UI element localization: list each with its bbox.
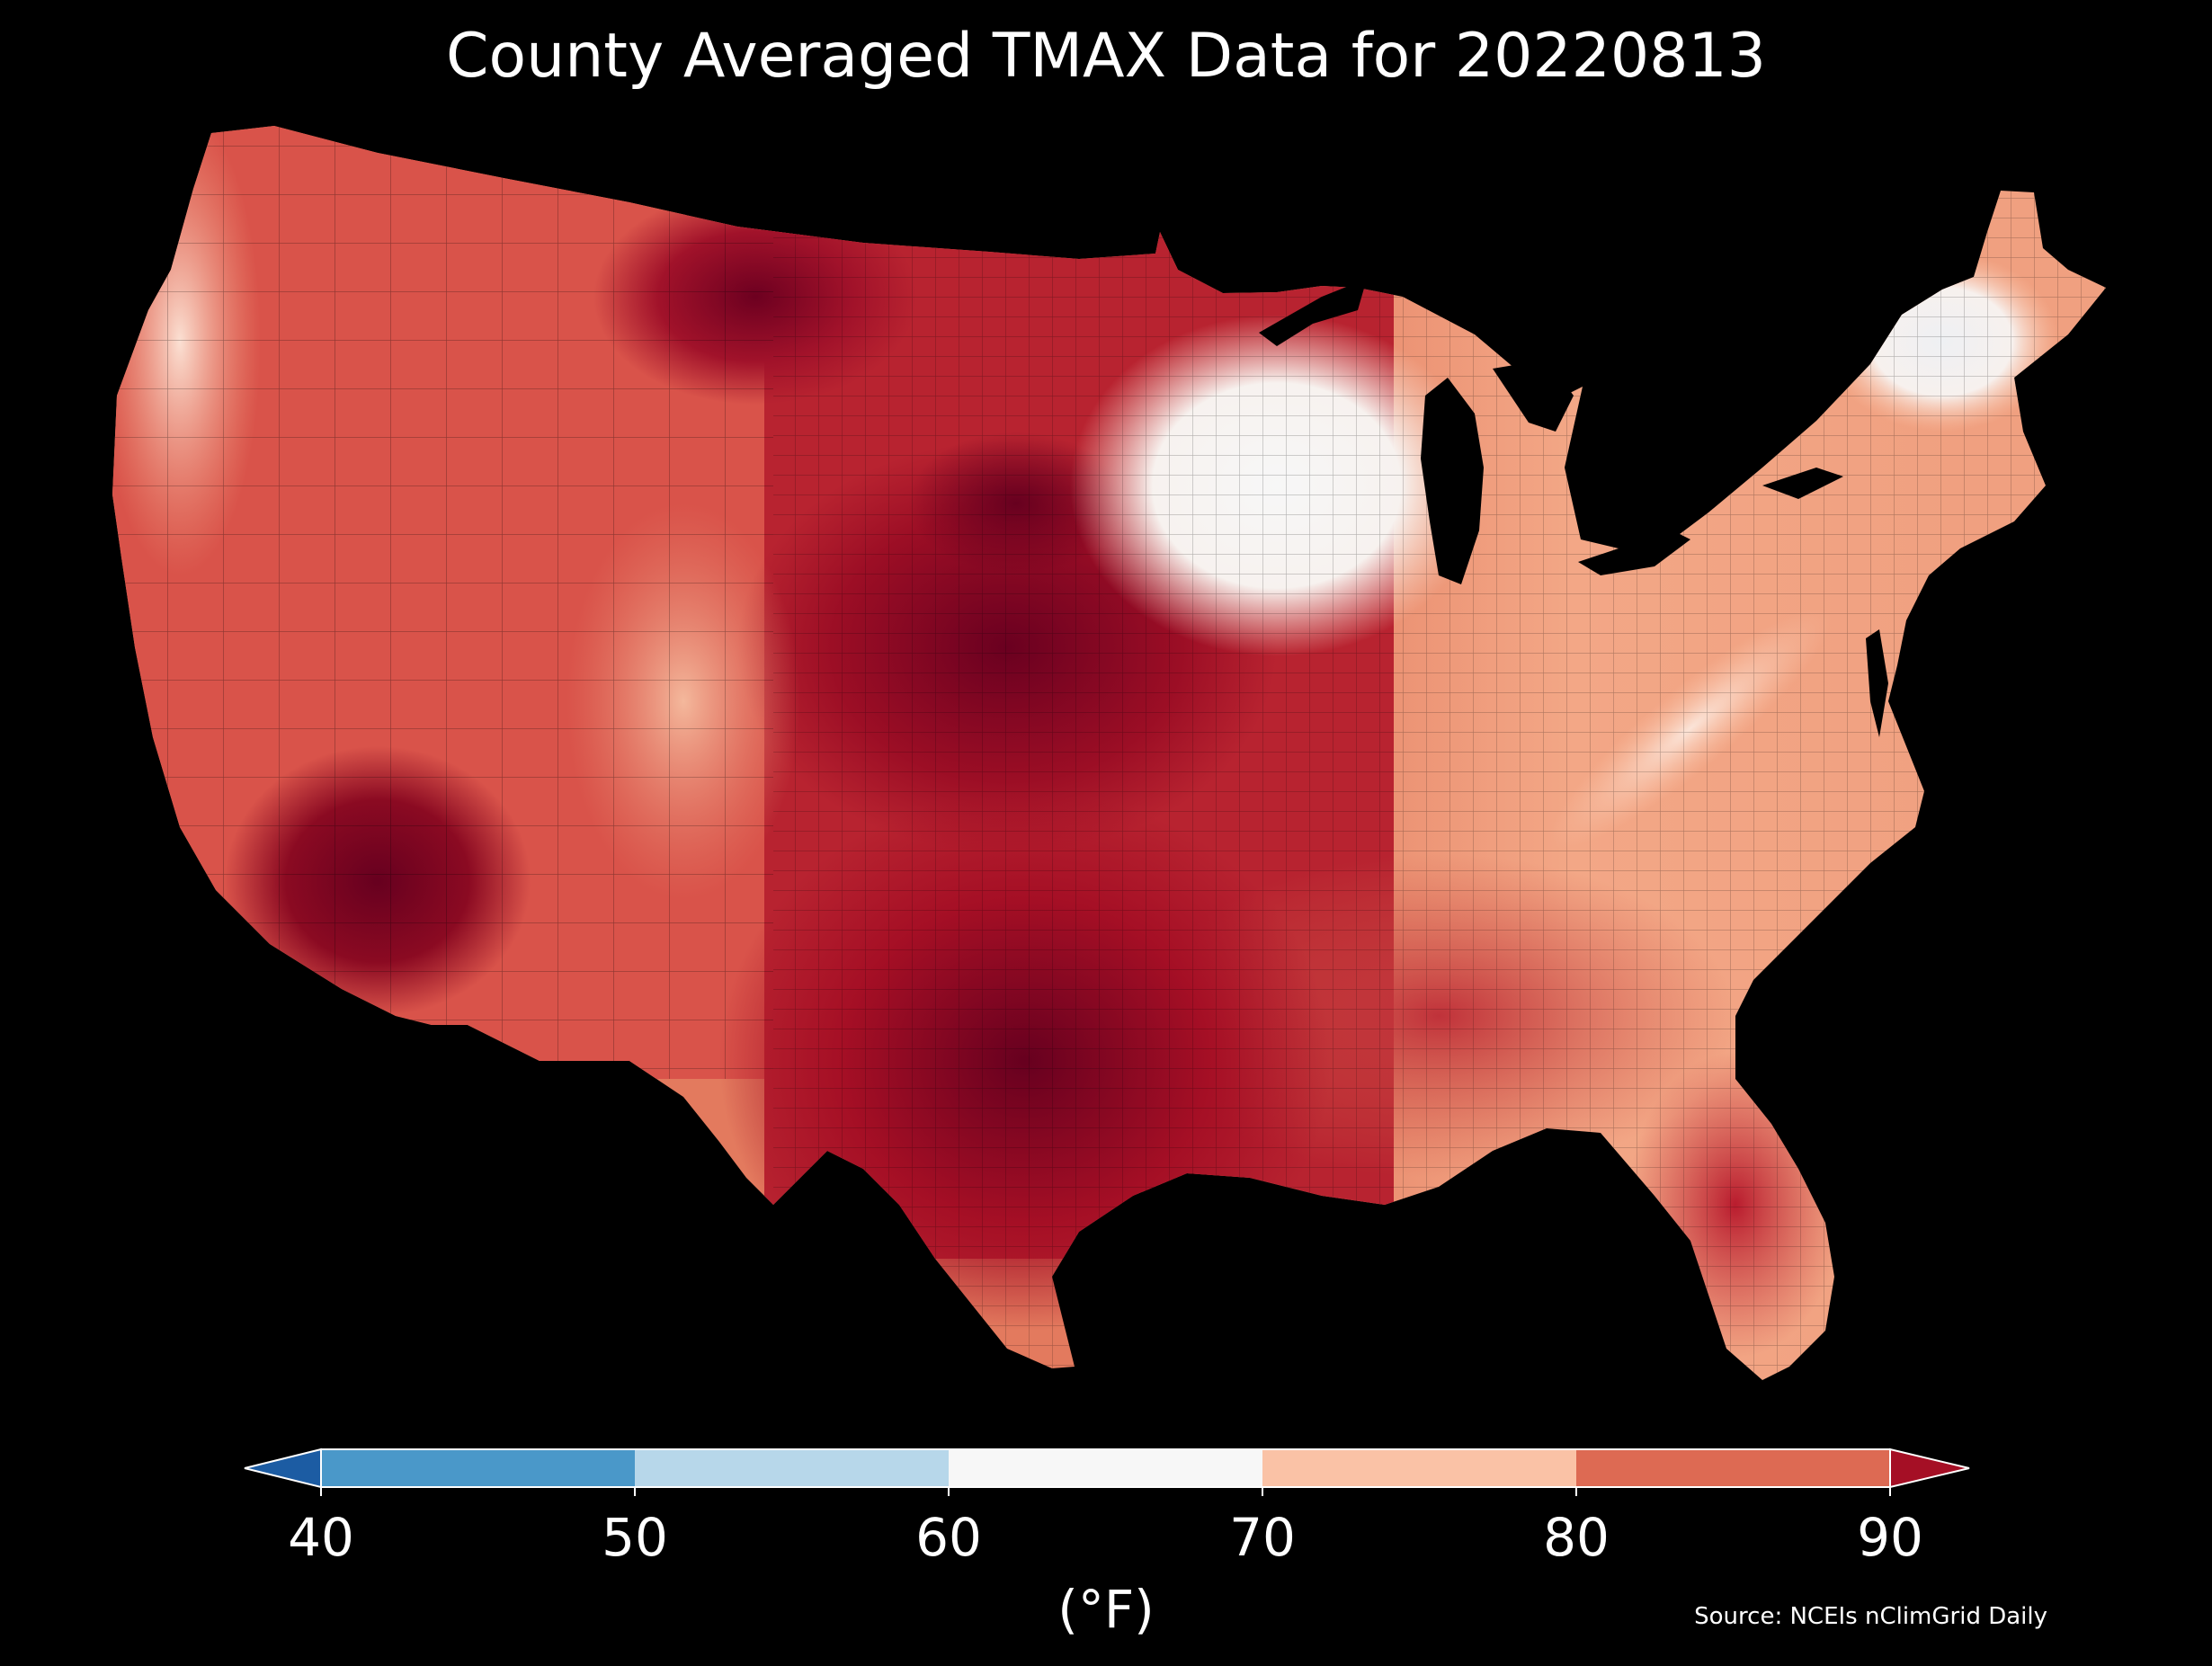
colorbar-tick-label: 40 [288,1507,354,1568]
colorbar-tick-label: 90 [1857,1507,1923,1568]
colorbar-bins [321,1449,1890,1487]
colorbar-bin [635,1449,949,1487]
colorbar-bin [1576,1449,1890,1487]
colorbar-tick-label: 80 [1543,1507,1610,1568]
colorbar-tick-label: 70 [1229,1507,1296,1568]
colorbar-under-arrow [244,1448,322,1489]
water-bodies [1259,279,1888,737]
source-credit: Source: NCEIs nClimGrid Daily [1694,1603,2047,1630]
colorbar-bin [1262,1449,1576,1487]
colorbar-tick-label: 60 [915,1507,982,1568]
colorbar-bin [321,1449,635,1487]
colorbar-frame [320,1448,1891,1488]
map-title: County Averaged TMAX Data for 20220813 [446,21,1766,92]
colorbar-unit-label: (°F) [1057,1579,1155,1640]
colorbar-tick-marks [320,1487,1891,1496]
colorbar-tick-label: 50 [602,1507,668,1568]
colorbar-over-arrow [1889,1448,1970,1489]
colorbar [244,1448,1970,1496]
colorbar-bin [949,1449,1262,1487]
